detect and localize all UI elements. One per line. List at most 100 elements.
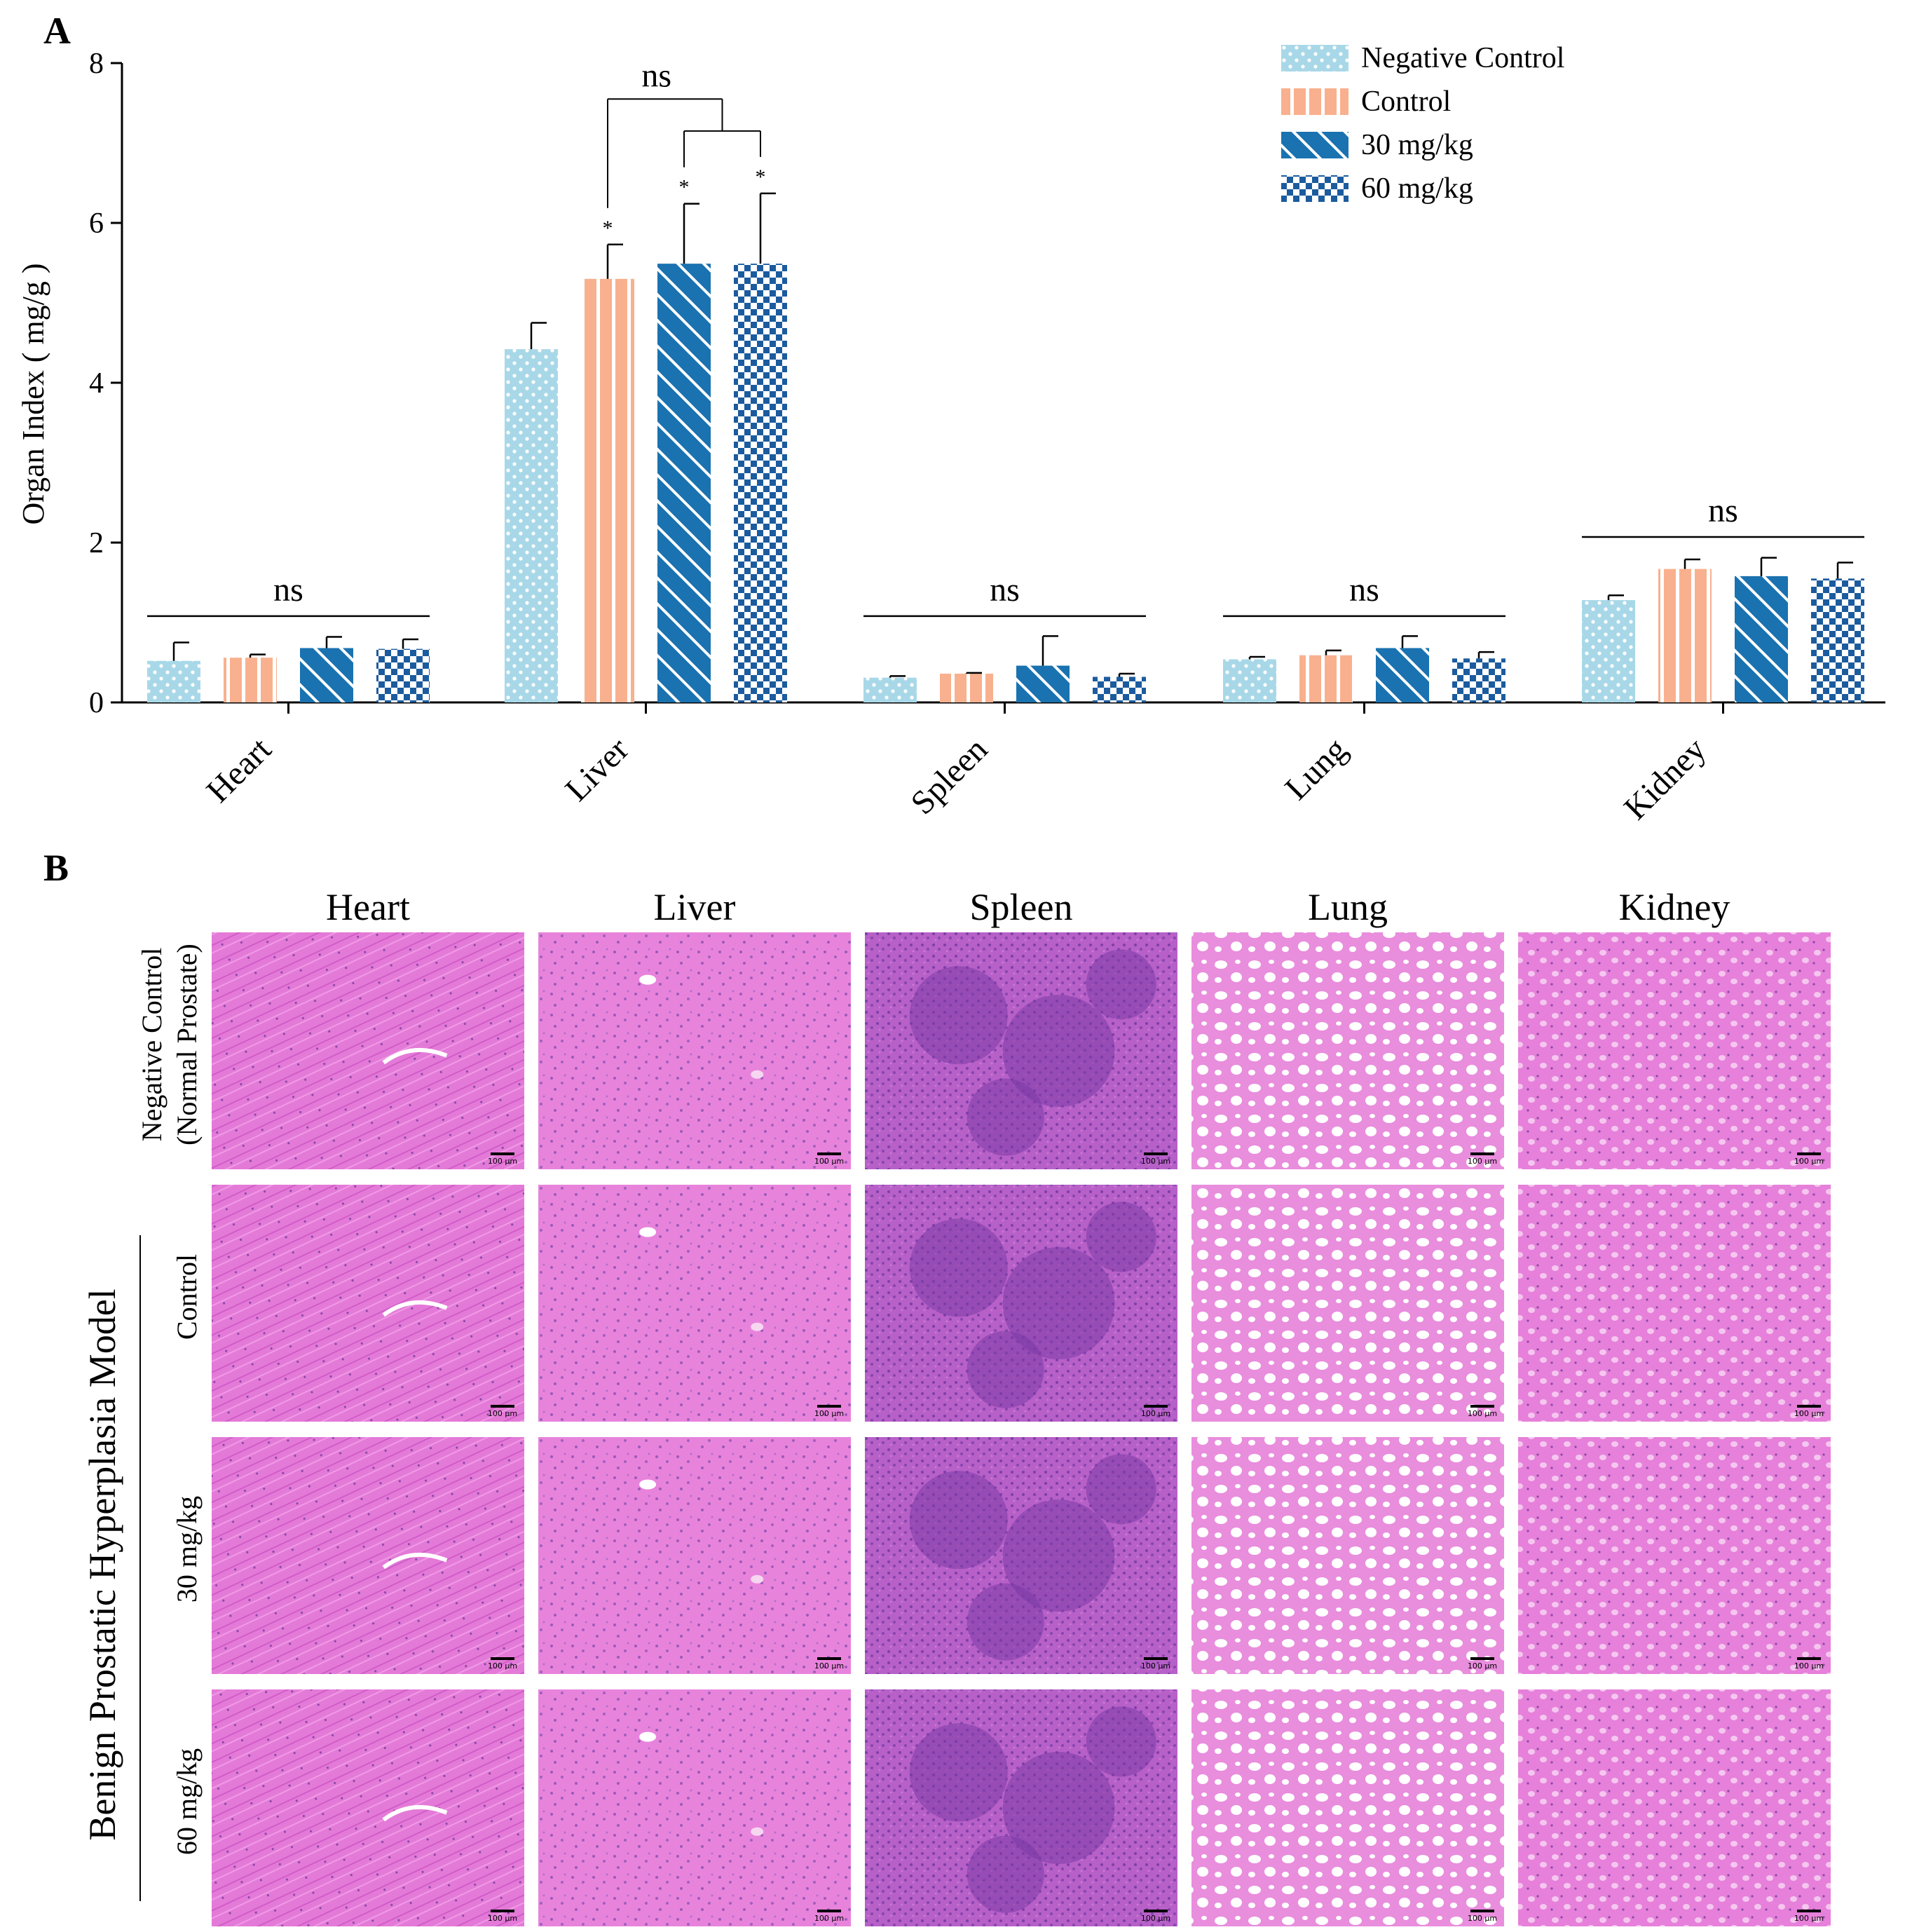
micrograph-lung-30mg-scale-label: 100 μm [1468, 1661, 1497, 1671]
micrograph-liver-control-scale-bar [817, 1405, 841, 1408]
micrograph-kidney-control: 100 μm [1518, 1185, 1831, 1422]
micrograph-lung-30mg-scale-bar [1470, 1657, 1494, 1660]
micrograph-liver-30mg-scale-bar [817, 1657, 841, 1660]
legend-item-control: Control [1281, 86, 1451, 118]
legend-label-control: Control [1361, 86, 1451, 118]
legend-label-30mg: 30 mg/kg [1361, 129, 1473, 161]
micrograph-lung-60mg: 100 μm [1191, 1689, 1504, 1926]
x-tick-label-kidney: Kidney [1617, 730, 1713, 826]
chart-axes: 0 2 4 6 8 Heart Liver Spleen Lung Kidney [89, 48, 1885, 827]
micrograph-kidney-60mg-scale-label: 100 μm [1794, 1914, 1824, 1923]
micrograph-spleen-30mg-follicle [1086, 1454, 1156, 1525]
col-header-kidney: Kidney [1619, 886, 1730, 928]
micrograph-liver-negative-control-scale-label: 100 μm [814, 1157, 844, 1166]
y-tick-label: 2 [89, 527, 104, 559]
bar-spleen-30mg [1016, 665, 1070, 702]
micrograph-heart-30mg-scale-label: 100 μm [488, 1661, 517, 1671]
micrograph-kidney-30mg-image [1518, 1437, 1831, 1674]
micrograph-heart-negative-control-scale-label: 100 μm [488, 1157, 517, 1166]
bar-kidney-30mg [1735, 576, 1788, 702]
micrograph-kidney-control-image [1518, 1185, 1831, 1422]
micrograph-spleen-negative-control-follicle [1002, 995, 1115, 1107]
micrograph-spleen-30mg-scale-label: 100 μm [1141, 1661, 1170, 1671]
panel-label-b: B [43, 847, 69, 889]
micrograph-lung-control-scale-bar [1470, 1405, 1494, 1408]
bar-liver-30mg [657, 264, 711, 702]
micrograph-heart-control-scale-label: 100 μm [488, 1409, 517, 1418]
histology-grid: 100 μm 100 μm 100 μm 100 μm 100 μm 100 μm 100 … [212, 932, 1831, 1926]
chart-bars [147, 192, 1864, 702]
ns-label-kidney: ns [1708, 492, 1738, 529]
micrograph-kidney-control-scale-label: 100 μm [1794, 1409, 1824, 1418]
micrograph-liver-negative-control: 100 μm [538, 932, 851, 1169]
bar-lung-30mg [1376, 648, 1429, 702]
significance-star-liver-control: * [603, 217, 613, 240]
micrograph-heart-negative-control-cleft [382, 1047, 448, 1065]
micrograph-spleen-60mg-scale-label: 100 μm [1141, 1914, 1170, 1923]
bar-liver-60mg [734, 264, 787, 702]
y-tick-label: 8 [89, 48, 104, 80]
significance-star-liver-30mg: * [679, 176, 690, 199]
micrograph-liver-30mg-image [538, 1437, 851, 1674]
bar-heart-30mg [300, 648, 353, 702]
group-label-bph-model: Benign Prostatic Hyperplasia Model [81, 1288, 123, 1840]
micrograph-spleen-negative-control-follicle [1086, 949, 1156, 1020]
x-tick-label-lung: Lung [1278, 730, 1354, 807]
micrograph-lung-30mg-image [1191, 1437, 1504, 1674]
micrograph-heart-control-scale-bar [491, 1405, 514, 1408]
micrograph-lung-negative-control-image [1191, 932, 1504, 1169]
micrograph-spleen-control: 100 μm [865, 1185, 1177, 1422]
col-header-heart: Heart [326, 886, 410, 928]
row-label-60mg: 60 mg/kg [171, 1748, 203, 1855]
ns-label-lung: ns [1349, 571, 1379, 608]
micrograph-kidney-30mg-scale-bar [1797, 1657, 1821, 1660]
legend-label-negative-control: Negative Control [1361, 42, 1564, 74]
micrograph-spleen-60mg-follicle [1086, 1706, 1156, 1777]
micrograph-liver-negative-control-image [538, 932, 851, 1169]
micrograph-liver-negative-control-vessel [639, 974, 657, 985]
micrograph-spleen-30mg-follicle [967, 1583, 1044, 1661]
legend-swatch-control [1281, 88, 1348, 115]
micrograph-heart-negative-control-scale-bar [491, 1152, 514, 1155]
bar-liver-negative-control [505, 349, 558, 702]
micrograph-spleen-60mg-follicle [967, 1835, 1044, 1913]
micrograph-kidney-60mg-image [1518, 1689, 1831, 1926]
micrograph-spleen-negative-control-follicle [909, 966, 1008, 1065]
row-label-control: Control [171, 1254, 203, 1340]
micrograph-lung-control: 100 μm [1191, 1185, 1504, 1422]
bar-kidney-60mg [1811, 578, 1864, 702]
micrograph-liver-control-image [538, 1185, 851, 1422]
micrograph-liver-30mg-vessel [751, 1574, 764, 1584]
y-tick-label: 6 [89, 208, 104, 240]
bar-heart-60mg [376, 648, 430, 702]
micrograph-spleen-60mg: 100 μm [865, 1689, 1177, 1926]
micrograph-spleen-control-follicle [1002, 1247, 1115, 1359]
micrograph-liver-control-vessel [639, 1227, 657, 1237]
micrograph-spleen-control-scale-label: 100 μm [1141, 1409, 1170, 1418]
micrograph-lung-control-image [1191, 1185, 1504, 1422]
micrograph-lung-60mg-scale-bar [1470, 1910, 1494, 1912]
histology-row-labels: Negative Control (Normal Prostate) Contr… [81, 944, 203, 1901]
micrograph-liver-30mg-vessel [639, 1479, 657, 1490]
micrograph-lung-60mg-scale-label: 100 μm [1468, 1914, 1497, 1923]
x-tick-label-heart: Heart [199, 730, 278, 810]
micrograph-spleen-60mg-follicle [1002, 1752, 1115, 1864]
micrograph-heart-control: 100 μm [212, 1185, 524, 1422]
bar-spleen-60mg [1093, 676, 1146, 702]
y-axis-label: Organ Index ( mg/g ) [16, 263, 50, 524]
micrograph-lung-negative-control-scale-bar [1470, 1152, 1494, 1155]
micrograph-kidney-60mg: 100 μm [1518, 1689, 1831, 1926]
y-tick-label: 4 [89, 367, 104, 400]
micrograph-spleen-negative-control: 100 μm [865, 932, 1177, 1169]
legend-item-negative-control: Negative Control [1281, 42, 1564, 74]
micrograph-liver-30mg-scale-label: 100 μm [814, 1661, 844, 1671]
micrograph-liver-negative-control-scale-bar [817, 1152, 841, 1155]
col-header-liver: Liver [654, 886, 736, 928]
micrograph-liver-control-vessel [751, 1322, 764, 1331]
ns-label-spleen: ns [990, 571, 1020, 608]
bar-lung-60mg [1452, 658, 1505, 702]
panel-label-a: A [43, 10, 71, 52]
bar-kidney-control [1658, 569, 1712, 702]
bar-spleen-negative-control [863, 677, 917, 702]
bar-heart-control [224, 658, 277, 702]
